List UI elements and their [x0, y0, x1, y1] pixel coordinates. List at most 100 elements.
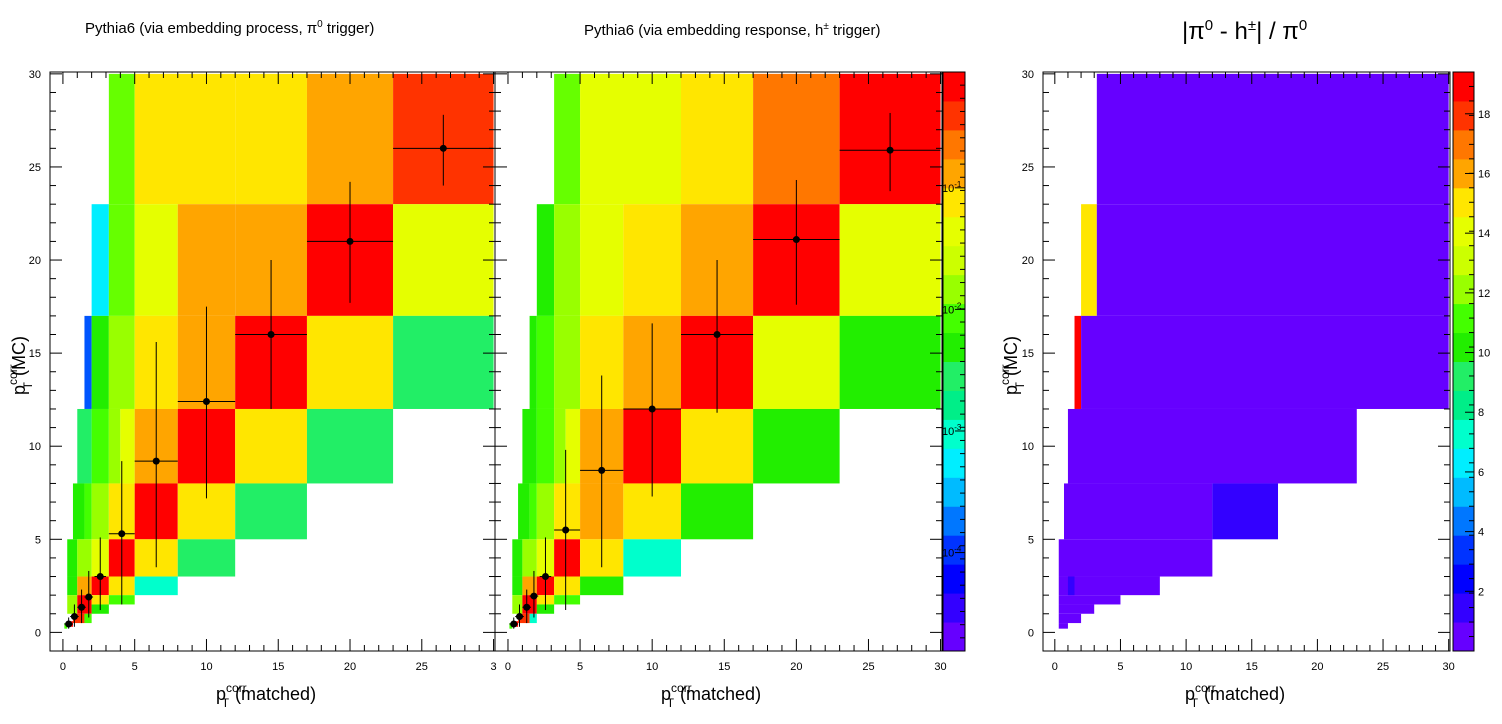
heatmap-cell	[554, 315, 581, 409]
data-point	[510, 620, 518, 628]
heatmap-cell	[522, 539, 537, 577]
heatmap-cell	[306, 315, 394, 409]
y-tick-label: 0	[35, 627, 41, 639]
colorbar-tick-label: 14	[1478, 228, 1490, 240]
x-tick-label: 5	[1117, 661, 1123, 673]
colorbar-tick-label: 10	[1478, 348, 1490, 360]
colorbar-swatch	[1453, 216, 1474, 247]
colorbar-tick-label: 8	[1478, 407, 1484, 419]
heatmap-cell	[1058, 613, 1082, 624]
right-colorbar: 2 4 6 8 10 12 14 16 18	[1452, 71, 1490, 652]
y-tick-label: 5	[35, 534, 41, 546]
colorbar-swatch	[943, 506, 965, 536]
heatmap-cell	[1058, 539, 1213, 577]
heatmap-cell	[134, 204, 178, 316]
heatmap-cell	[72, 613, 85, 624]
heatmap-cell	[77, 408, 92, 484]
colorbar-tick-label: 12	[1478, 288, 1490, 300]
heatmap-cell	[67, 539, 78, 577]
plot-frame	[1042, 71, 1451, 652]
heatmap-cell	[1058, 576, 1160, 596]
heatmap-cell	[1067, 576, 1075, 596]
heatmap-cell	[536, 483, 555, 540]
colorbar-swatch	[943, 535, 965, 565]
heatmap-cell	[839, 204, 941, 316]
heatmap-cell	[77, 576, 92, 596]
colorbar-swatch	[1453, 361, 1474, 391]
data-point	[118, 530, 126, 538]
heatmap-cell	[554, 595, 581, 605]
colorbar-swatch	[1453, 448, 1474, 478]
heatmap-cell	[1058, 595, 1121, 605]
y-tick-label: 5	[1028, 534, 1034, 546]
heatmap-cell	[536, 315, 555, 409]
heatmap-cell	[839, 315, 941, 409]
data-point	[439, 144, 447, 152]
right-y-axis-label: pcorrT(MC)	[998, 336, 1027, 395]
colorbar-swatch	[943, 361, 965, 391]
y-tick-label: 30	[29, 69, 41, 81]
x-tick-label: 10	[200, 661, 212, 673]
heatmap-cell	[1058, 623, 1068, 629]
x-tick-label: 30	[934, 661, 946, 673]
heatmap-cell	[554, 73, 581, 205]
colorbar-swatch	[1453, 332, 1474, 362]
heatmap-cell	[522, 576, 537, 596]
heatmap-cell	[235, 408, 307, 484]
x-tick-label: 5	[132, 661, 138, 673]
colorbar-swatch	[943, 303, 965, 334]
colorbar-swatch	[1453, 303, 1474, 334]
heatmap-cell	[393, 315, 494, 409]
heatmap-cell	[512, 576, 523, 596]
heatmap-cell	[1067, 408, 1357, 484]
heatmap-cell	[235, 73, 307, 205]
data-point	[202, 398, 210, 406]
heatmap-cell	[554, 408, 566, 484]
colorbar-swatch	[943, 274, 965, 305]
x-tick-label: 15	[272, 661, 284, 673]
colorbar-swatch	[1453, 477, 1474, 507]
heatmap-cell	[554, 539, 581, 577]
colorbar-tick-label: 18	[1478, 109, 1490, 121]
x-tick-label: 10	[646, 661, 658, 673]
colorbar-swatch	[943, 187, 965, 218]
heatmap-cell	[1096, 204, 1449, 316]
colorbar-swatch	[943, 332, 965, 362]
heatmap-cell	[108, 315, 135, 409]
colorbar-swatch	[943, 390, 965, 420]
heatmap-cell	[529, 315, 537, 409]
heatmap-cell	[529, 613, 537, 624]
x-tick-label: 20	[790, 661, 802, 673]
x-tick-label: 20	[344, 661, 356, 673]
colorbar-tick-label: 6	[1478, 467, 1484, 479]
x-tick-label: 30	[1443, 661, 1455, 673]
x-tick-label: 0	[1052, 661, 1058, 673]
data-point	[70, 613, 78, 621]
middle-heatmap-panel: 0 5 10 15 20 25 30	[494, 71, 947, 673]
colorbar-tick-label: 2	[1478, 586, 1484, 598]
data-point	[713, 331, 721, 339]
heatmap-cell	[134, 73, 236, 205]
heatmap-cell	[306, 408, 394, 484]
colorbar-swatch	[943, 158, 965, 189]
heatmap-cell	[623, 539, 682, 577]
middle-colorbar: 10-410-310-210-1	[942, 71, 966, 652]
data-point	[530, 592, 538, 600]
colorbar-swatch	[943, 72, 965, 102]
heatmap-cell	[1064, 483, 1213, 540]
colorbar-swatch	[943, 100, 965, 131]
heatmap-cell	[108, 73, 135, 205]
heatmap-cell	[67, 576, 78, 596]
x-tick-label: 25	[862, 661, 874, 673]
left-x-axis-label: pcorr T (matched)	[216, 681, 316, 710]
y-tick-label: 10	[1022, 441, 1034, 453]
colorbar-swatch	[1453, 622, 1474, 652]
heatmap-cell	[753, 408, 840, 484]
middle-panel-title: Pythia6 (via embedding response, h± trig…	[584, 21, 881, 39]
heatmap-cell	[91, 483, 109, 540]
heatmap-cell	[235, 483, 307, 540]
heatmap-cell	[580, 204, 624, 316]
heatmap-cell	[1081, 204, 1097, 316]
heatmap-cell	[91, 315, 109, 409]
